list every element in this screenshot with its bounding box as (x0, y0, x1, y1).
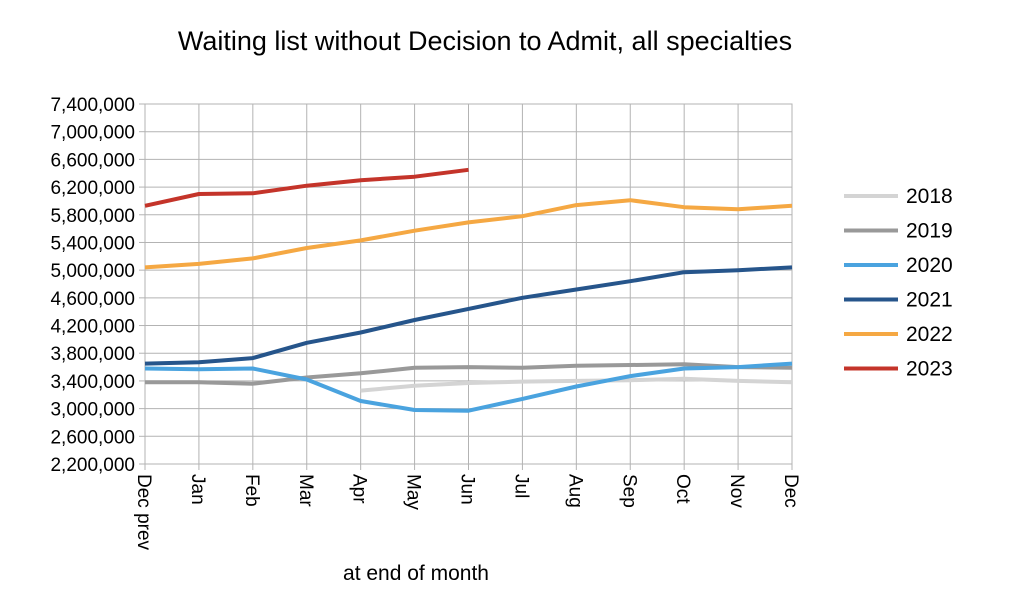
x-tick-label: Sep (618, 474, 639, 508)
series-line-2023 (144, 167, 469, 208)
legend-label-2023: 2023 (906, 358, 953, 381)
y-tick-label: 5,000,000 (50, 261, 135, 282)
x-tick-label: Nov (726, 474, 747, 508)
series-line-2020 (144, 361, 793, 413)
y-tick-label: 7,400,000 (50, 95, 135, 116)
x-tick-label: Jul (510, 474, 531, 498)
x-tick-label: Mar (295, 474, 316, 507)
x-tick-label: Jan (187, 474, 208, 505)
legend-label-2019: 2019 (906, 220, 953, 243)
legend-label-2021: 2021 (906, 289, 953, 312)
series-line-2019 (145, 362, 793, 386)
legend-label-2018: 2018 (906, 185, 953, 208)
y-tick-label: 5,400,000 (50, 233, 135, 254)
x-tick-label: Dec (780, 474, 801, 508)
x-tick-label: Apr (349, 474, 370, 504)
y-tick-label: 5,800,000 (50, 206, 135, 227)
y-tick-label: 4,200,000 (50, 317, 135, 338)
series-line-2022 (144, 198, 793, 270)
x-tick-label: Dec prev (133, 474, 154, 551)
x-tick-label: Aug (564, 474, 585, 508)
y-tick-label: 3,000,000 (50, 400, 135, 421)
legend-label-2020: 2020 (906, 254, 953, 277)
x-axis-title: at end of month (343, 562, 489, 585)
x-tick-label: Feb (241, 474, 262, 507)
series-lines (144, 167, 793, 413)
y-tick-label: 7,000,000 (50, 123, 135, 144)
y-tick-label: 2,200,000 (50, 455, 135, 476)
x-tick-label: May (403, 474, 424, 510)
y-tick-label: 3,400,000 (50, 372, 135, 393)
legend: 2018 2019 2020 2021 2022 2023 (844, 185, 953, 381)
y-tick-label: 2,600,000 (50, 427, 135, 448)
y-axis: 2,200,000 2,600,000 3,000,000 3,400,000 3,80… (50, 95, 145, 476)
y-tick-label: 6,600,000 (50, 150, 135, 171)
series-line-2021 (144, 265, 793, 366)
x-axis: Dec prev Jan Feb Mar Apr May Jun Jul Aug Sep Oct No… (133, 464, 801, 551)
y-tick-label: 6,200,000 (50, 178, 135, 199)
x-tick-label: Oct (672, 474, 693, 504)
x-tick-label: Jun (457, 474, 478, 505)
y-tick-label: 3,800,000 (50, 344, 135, 365)
chart-title: Waiting list without Decision to Admit, … (178, 26, 792, 56)
legend-label-2022: 2022 (906, 323, 953, 346)
series-line-2018 (360, 376, 793, 393)
y-tick-label: 4,600,000 (50, 289, 135, 310)
